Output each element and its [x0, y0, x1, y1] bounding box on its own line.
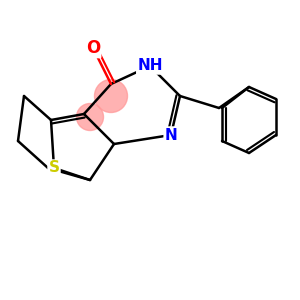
Text: S: S [49, 160, 59, 175]
Text: O: O [86, 39, 100, 57]
Text: NH: NH [137, 58, 163, 74]
Text: N: N [165, 128, 177, 142]
Circle shape [94, 80, 128, 112]
Circle shape [76, 103, 103, 130]
